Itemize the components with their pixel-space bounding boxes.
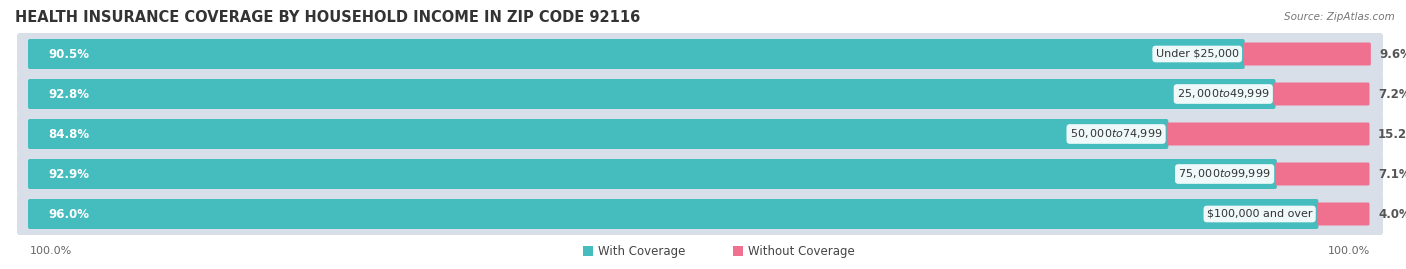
Text: 96.0%: 96.0%: [48, 207, 89, 221]
Text: 7.1%: 7.1%: [1378, 168, 1406, 180]
FancyBboxPatch shape: [17, 193, 1384, 235]
Text: 84.8%: 84.8%: [48, 128, 89, 140]
Text: 100.0%: 100.0%: [1327, 246, 1369, 256]
FancyBboxPatch shape: [17, 33, 1384, 75]
FancyBboxPatch shape: [17, 73, 1384, 115]
FancyBboxPatch shape: [28, 119, 1168, 149]
Text: 9.6%: 9.6%: [1379, 48, 1406, 61]
Text: Without Coverage: Without Coverage: [748, 245, 855, 257]
FancyBboxPatch shape: [28, 159, 1277, 189]
Text: Under $25,000: Under $25,000: [1156, 49, 1239, 59]
FancyBboxPatch shape: [583, 246, 593, 256]
FancyBboxPatch shape: [17, 153, 1384, 195]
FancyBboxPatch shape: [1243, 43, 1371, 65]
Text: 4.0%: 4.0%: [1378, 207, 1406, 221]
FancyBboxPatch shape: [733, 246, 742, 256]
Text: 7.2%: 7.2%: [1378, 87, 1406, 101]
FancyBboxPatch shape: [28, 39, 1244, 69]
Text: $25,000 to $49,999: $25,000 to $49,999: [1177, 87, 1270, 101]
FancyBboxPatch shape: [1317, 203, 1369, 225]
FancyBboxPatch shape: [28, 199, 1319, 229]
FancyBboxPatch shape: [1275, 162, 1369, 186]
Text: 92.9%: 92.9%: [48, 168, 89, 180]
Text: $75,000 to $99,999: $75,000 to $99,999: [1178, 168, 1271, 180]
FancyBboxPatch shape: [17, 113, 1384, 155]
FancyBboxPatch shape: [1167, 122, 1369, 146]
Text: 15.2%: 15.2%: [1378, 128, 1406, 140]
Text: With Coverage: With Coverage: [598, 245, 685, 257]
Text: 92.8%: 92.8%: [48, 87, 89, 101]
FancyBboxPatch shape: [28, 79, 1275, 109]
Text: Source: ZipAtlas.com: Source: ZipAtlas.com: [1284, 12, 1395, 22]
FancyBboxPatch shape: [1274, 83, 1369, 105]
Text: $50,000 to $74,999: $50,000 to $74,999: [1070, 128, 1163, 140]
Text: 100.0%: 100.0%: [30, 246, 72, 256]
Text: 90.5%: 90.5%: [48, 48, 89, 61]
Text: $100,000 and over: $100,000 and over: [1206, 209, 1312, 219]
Text: HEALTH INSURANCE COVERAGE BY HOUSEHOLD INCOME IN ZIP CODE 92116: HEALTH INSURANCE COVERAGE BY HOUSEHOLD I…: [15, 9, 640, 24]
